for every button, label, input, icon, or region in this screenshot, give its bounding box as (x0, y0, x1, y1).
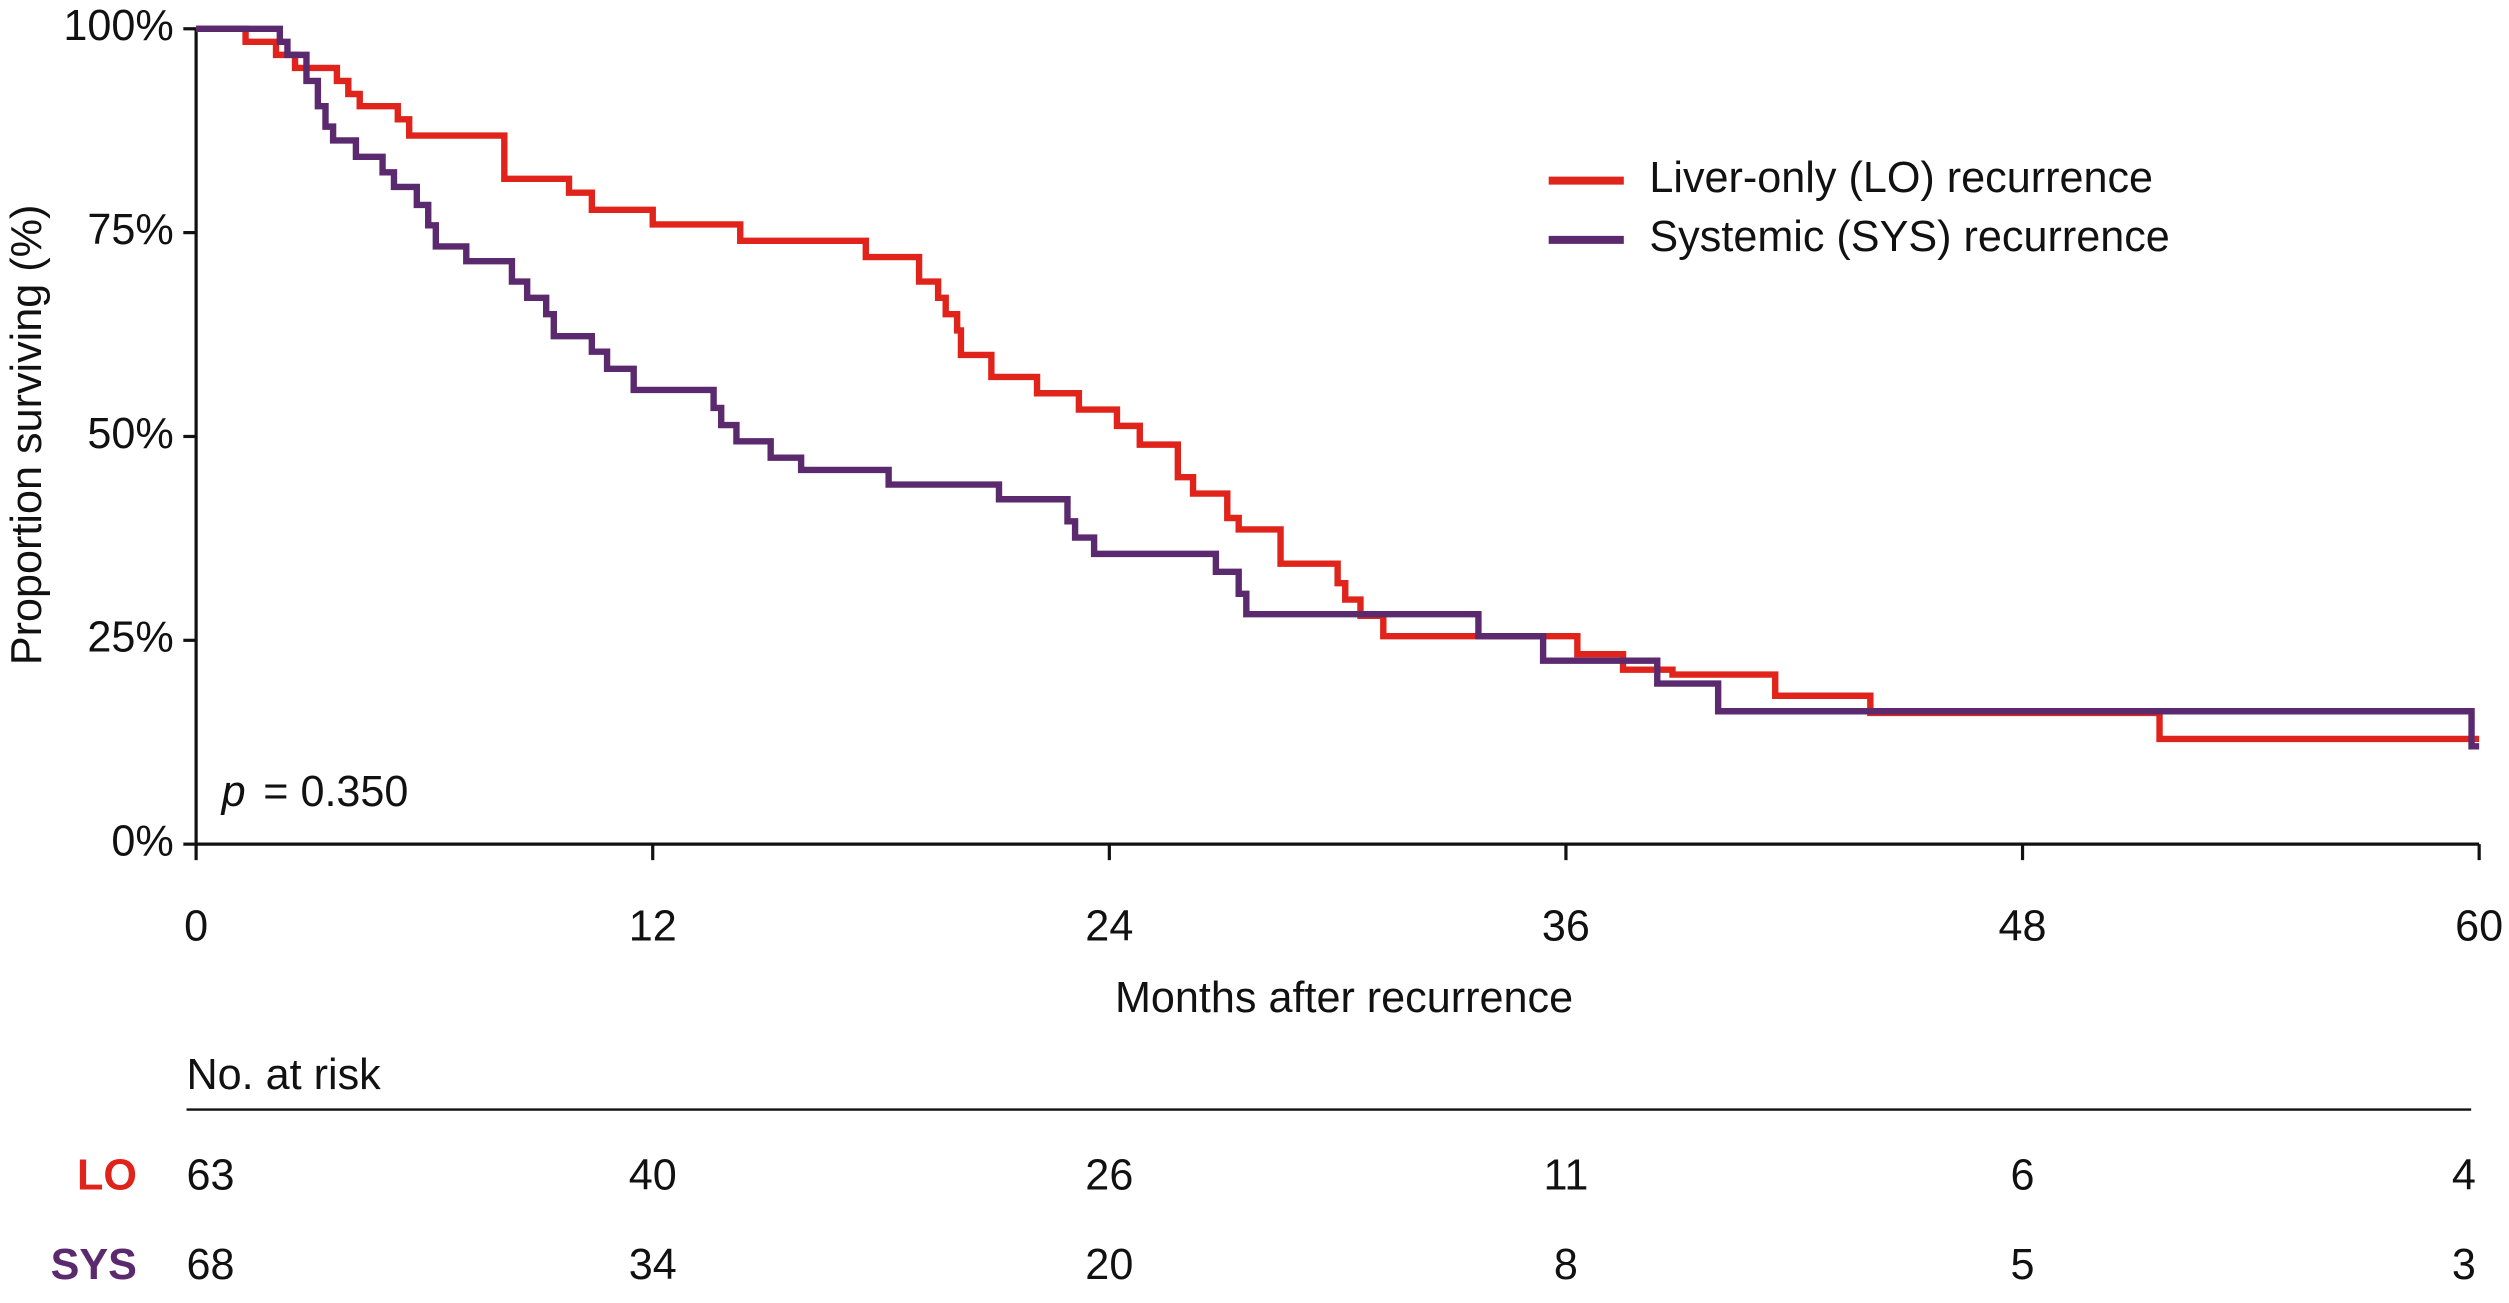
risk-count: 5 (2011, 1241, 2035, 1289)
x-tick-label: 12 (629, 902, 677, 950)
legend-label: Liver-only (LO) recurrence (1649, 154, 2153, 202)
y-tick-label: 50% (87, 410, 173, 458)
risk-count: 34 (629, 1241, 677, 1289)
risk-table-title: No. at risk (187, 1051, 382, 1099)
risk-count: 3 (2452, 1241, 2476, 1289)
y-axis-label: Proportion surviving (%) (3, 205, 51, 666)
y-tick-label: 75% (87, 206, 173, 254)
x-tick-label: 48 (1999, 902, 2047, 950)
y-tick-label: 25% (87, 614, 173, 662)
risk-count: 63 (187, 1152, 235, 1200)
risk-count: 68 (187, 1241, 235, 1289)
survival-curve (196, 25, 2480, 750)
risk-count: 26 (1085, 1152, 1133, 1200)
risk-row-label: SYS (51, 1241, 137, 1289)
y-tick-label: 100% (63, 2, 173, 50)
legend-label: Systemic (SYS) recurrence (1649, 213, 2169, 261)
risk-count: 8 (1554, 1241, 1578, 1289)
risk-count: 11 (1544, 1152, 1589, 1200)
y-tick-label: 0% (111, 818, 173, 866)
risk-count: 20 (1085, 1241, 1133, 1289)
x-tick-label: 24 (1085, 902, 1133, 950)
x-tick-label: 60 (2455, 902, 2503, 950)
survival-curve (196, 25, 2480, 743)
annotation-text: = 0.350 (263, 768, 408, 816)
risk-count: 4 (2452, 1152, 2476, 1200)
risk-count: 6 (2011, 1152, 2035, 1200)
x-tick-label: 36 (1542, 902, 1590, 950)
annotation-symbol: p (220, 768, 246, 816)
risk-row-label: LO (77, 1152, 137, 1200)
x-axis-label: Months after recurrence (1115, 974, 1573, 1022)
x-tick-label: 0 (184, 902, 208, 950)
risk-count: 40 (629, 1152, 677, 1200)
